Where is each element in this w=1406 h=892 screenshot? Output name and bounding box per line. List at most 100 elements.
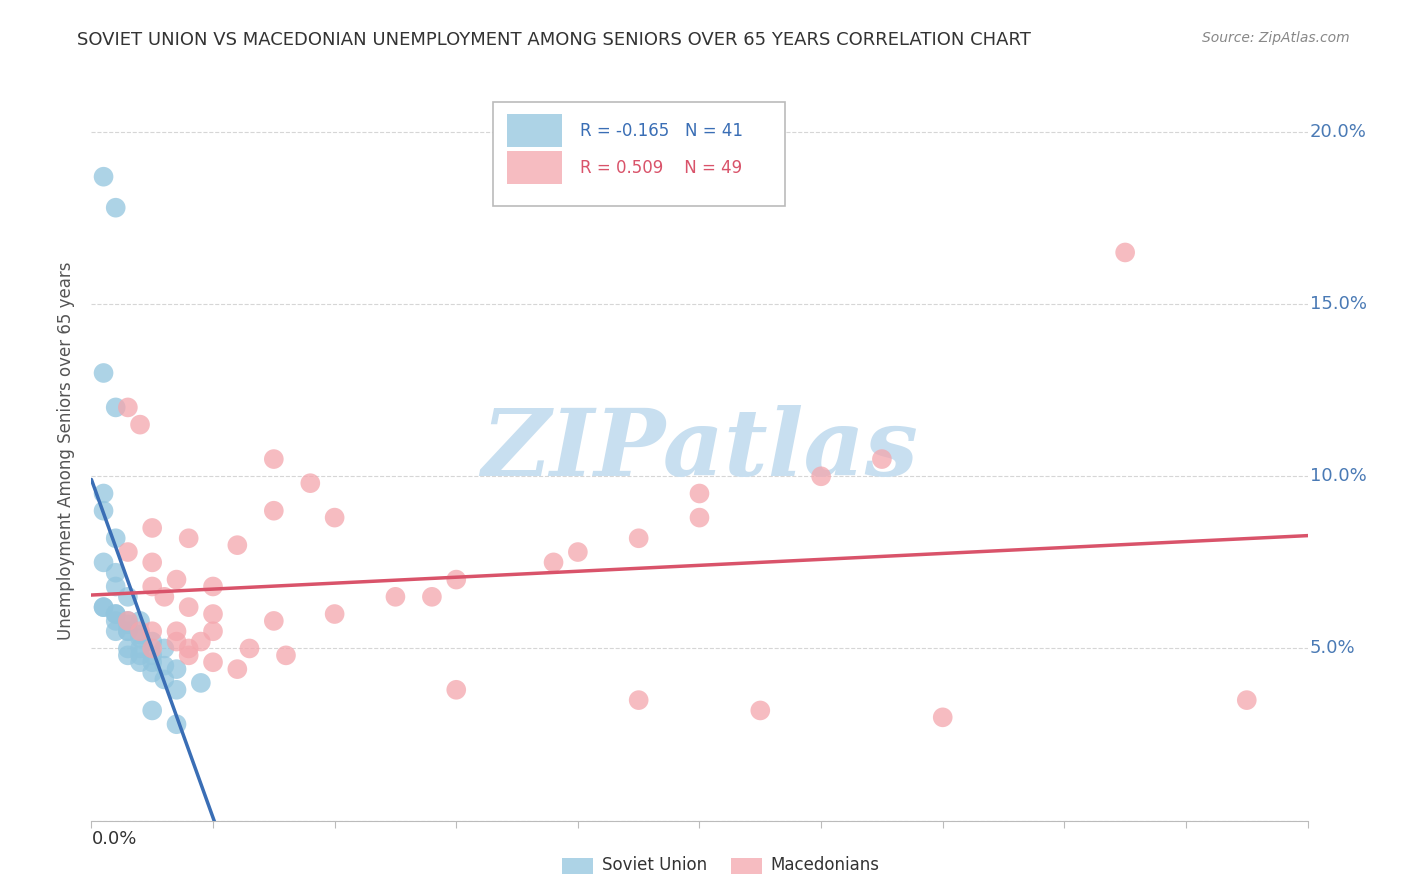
Point: [104, 624, 127, 639]
Point: [93, 366, 115, 380]
Point: [141, 648, 163, 663]
Text: Soviet Union: Soviet Union: [602, 856, 707, 874]
Point: [153, 673, 176, 687]
Point: [190, 676, 212, 690]
Point: [117, 641, 139, 656]
Point: [117, 614, 139, 628]
Point: [129, 641, 152, 656]
Point: [420, 590, 443, 604]
Point: [141, 641, 163, 656]
Point: [153, 641, 176, 656]
Point: [749, 703, 772, 717]
Point: [166, 624, 188, 639]
Point: [1114, 245, 1136, 260]
Point: [166, 573, 188, 587]
Point: [93, 600, 115, 615]
Point: [166, 717, 188, 731]
Point: [274, 648, 297, 663]
FancyBboxPatch shape: [492, 103, 785, 206]
Point: [238, 641, 260, 656]
Point: [93, 486, 115, 500]
Point: [141, 634, 163, 648]
Point: [688, 510, 710, 524]
Text: 20.0%: 20.0%: [1310, 123, 1367, 141]
Point: [627, 531, 650, 545]
Y-axis label: Unemployment Among Seniors over 65 years: Unemployment Among Seniors over 65 years: [58, 261, 76, 640]
Point: [117, 624, 139, 639]
Point: [117, 614, 139, 628]
Text: 15.0%: 15.0%: [1310, 295, 1367, 313]
Point: [543, 555, 565, 569]
Point: [688, 486, 710, 500]
Point: [141, 655, 163, 669]
Point: [384, 590, 406, 604]
Point: [104, 607, 127, 621]
Point: [177, 648, 200, 663]
Point: [129, 624, 152, 639]
Point: [153, 658, 176, 673]
Point: [166, 682, 188, 697]
Point: [104, 201, 127, 215]
Point: [870, 452, 893, 467]
Point: [104, 531, 127, 545]
Point: [226, 662, 249, 676]
Point: [104, 607, 127, 621]
Point: [104, 566, 127, 580]
Point: [323, 607, 346, 621]
Point: [141, 521, 163, 535]
Point: [444, 573, 467, 587]
Point: [93, 169, 115, 184]
Point: [177, 600, 200, 615]
Point: [202, 579, 225, 593]
Point: [117, 624, 139, 639]
Point: [177, 531, 200, 545]
Point: [141, 624, 163, 639]
Point: [166, 634, 188, 648]
Point: [202, 624, 225, 639]
Text: 0.0%: 0.0%: [91, 830, 136, 847]
Text: Macedonians: Macedonians: [770, 856, 880, 874]
Point: [226, 538, 249, 552]
Point: [117, 545, 139, 559]
Point: [627, 693, 650, 707]
Text: R = -0.165   N = 41: R = -0.165 N = 41: [581, 121, 744, 140]
Point: [263, 614, 285, 628]
Point: [141, 665, 163, 680]
Point: [129, 648, 152, 663]
Bar: [508, 113, 562, 147]
Point: [202, 655, 225, 669]
Point: [810, 469, 832, 483]
Text: ZIPatlas: ZIPatlas: [481, 406, 918, 495]
Text: 5.0%: 5.0%: [1310, 640, 1355, 657]
Point: [263, 504, 285, 518]
Point: [567, 545, 589, 559]
Point: [444, 682, 467, 697]
Point: [117, 401, 139, 415]
Point: [141, 703, 163, 717]
Point: [190, 634, 212, 648]
Text: Source: ZipAtlas.com: Source: ZipAtlas.com: [1202, 31, 1350, 45]
Point: [299, 476, 322, 491]
Point: [141, 555, 163, 569]
Point: [202, 607, 225, 621]
Point: [1236, 693, 1258, 707]
Point: [141, 579, 163, 593]
Point: [129, 417, 152, 432]
Text: 10.0%: 10.0%: [1310, 467, 1367, 485]
Point: [104, 579, 127, 593]
Point: [129, 631, 152, 645]
Text: SOVIET UNION VS MACEDONIAN UNEMPLOYMENT AMONG SENIORS OVER 65 YEARS CORRELATION : SOVIET UNION VS MACEDONIAN UNEMPLOYMENT …: [77, 31, 1031, 49]
Point: [117, 648, 139, 663]
Point: [93, 555, 115, 569]
Text: R = 0.509    N = 49: R = 0.509 N = 49: [581, 159, 742, 177]
Point: [104, 401, 127, 415]
Point: [931, 710, 953, 724]
Point: [104, 614, 127, 628]
Bar: [508, 151, 562, 184]
Point: [166, 662, 188, 676]
Point: [129, 628, 152, 642]
Point: [129, 655, 152, 669]
Point: [93, 600, 115, 615]
Point: [93, 504, 115, 518]
Point: [323, 510, 346, 524]
